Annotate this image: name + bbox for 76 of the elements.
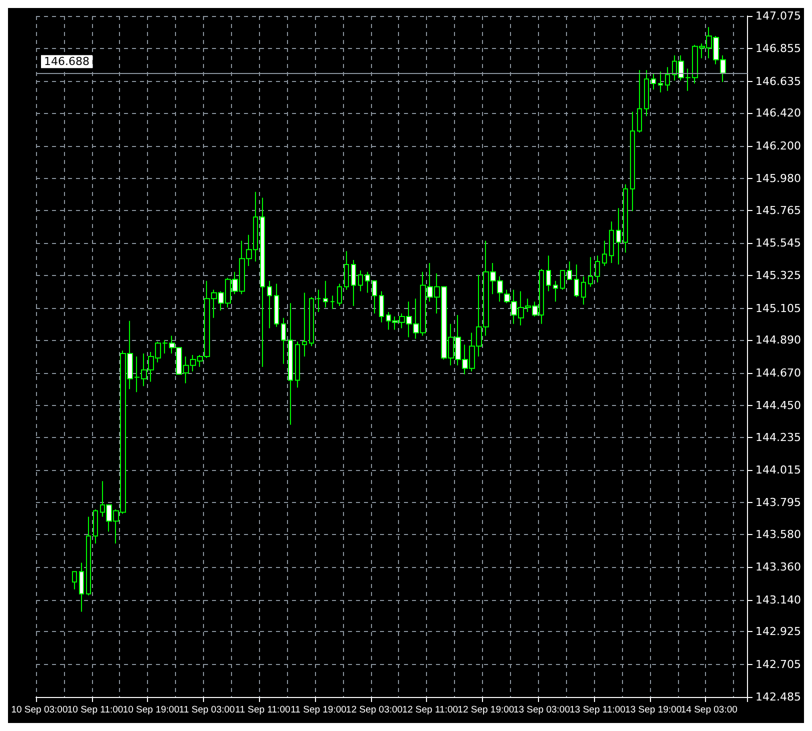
y-tick-label: 143.580 (756, 528, 802, 542)
candlestick (86, 516, 91, 596)
y-tick-label: 144.670 (756, 366, 802, 380)
y-tick-label: 146.635 (756, 74, 802, 88)
y-tick-label: 146.420 (756, 106, 802, 120)
x-tick-label: 13 Sep 03:00 (513, 704, 570, 716)
candlestick (72, 571, 77, 590)
x-tick-label: 12 Sep 19:00 (458, 704, 514, 716)
candlestick (302, 292, 307, 357)
candlestick (630, 111, 635, 212)
candlestick (588, 256, 593, 288)
y-tick-label: 142.925 (756, 625, 802, 638)
y-tick-label: 142.705 (756, 658, 802, 671)
candlestick (365, 271, 370, 294)
x-tick-label: 10 Sep 03:00 (11, 704, 68, 716)
candlestick (553, 280, 558, 302)
y-tick-label: 143.795 (756, 496, 802, 510)
y-tick-label: 143.360 (756, 560, 802, 574)
y-tick-label: 145.765 (756, 204, 802, 217)
x-tick-label: 13 Sep 11:00 (570, 704, 626, 716)
y-tick-label: 143.140 (756, 593, 802, 606)
candlestick (267, 280, 272, 329)
candlestick (281, 317, 286, 364)
x-tick-label: 10 Sep 19:00 (122, 704, 180, 716)
candlestick (274, 283, 279, 328)
candlestick (288, 302, 293, 426)
y-tick-label: 145.545 (756, 236, 802, 250)
candlestick (658, 71, 663, 93)
candlestick (337, 283, 342, 307)
x-tick-label: 14 Sep 03:00 (680, 704, 738, 716)
candlestick (351, 260, 356, 307)
x-tick-label: 10 Sep 11:00 (67, 704, 124, 716)
candlestick (567, 261, 572, 280)
candlestick (379, 290, 384, 323)
candlestick (644, 70, 649, 117)
candlestick (665, 66, 670, 92)
y-tick-label: 147.075 (756, 10, 802, 22)
candlestick (616, 208, 621, 266)
candlestick (546, 255, 551, 292)
candlestick (323, 280, 328, 308)
candlestick (574, 264, 579, 298)
y-tick-label: 145.325 (756, 269, 802, 282)
x-tick-label: 11 Sep 11:00 (235, 704, 290, 716)
candlestick (581, 276, 586, 306)
candlestick (595, 255, 600, 283)
candlestick (372, 280, 377, 314)
x-tick-label: 11 Sep 03:00 (178, 704, 235, 716)
candlestick (330, 295, 335, 310)
y-tick-label: 146.200 (756, 139, 802, 152)
y-tick-label: 144.235 (756, 430, 802, 444)
candlestick (93, 508, 98, 544)
y-tick-label: 142.485 (756, 690, 802, 704)
candlestick (637, 70, 642, 133)
candlestick (316, 289, 321, 312)
ref-line-label: 146.688 (44, 55, 90, 68)
y-tick-label: 144.450 (756, 398, 802, 412)
y-tick-label: 144.015 (756, 464, 802, 476)
candlestick (309, 296, 314, 347)
candlestick (609, 220, 614, 264)
y-tick-label: 146.855 (756, 42, 802, 56)
y-tick-label: 145.105 (756, 302, 802, 315)
candlestick (260, 197, 265, 368)
y-tick-label: 144.890 (756, 334, 802, 347)
candlestick (79, 562, 84, 612)
x-tick-label: 12 Sep 11:00 (402, 704, 458, 716)
candlestick (651, 72, 656, 90)
x-tick-label: 13 Sep 19:00 (625, 704, 682, 716)
candlestick (358, 270, 363, 292)
x-tick-label: 12 Sep 03:00 (346, 704, 403, 716)
candlestick (295, 341, 300, 388)
candlestick (602, 240, 607, 266)
candlestick (560, 270, 565, 290)
candlestick (623, 184, 628, 254)
x-tick-label: 11 Sep 19:00 (290, 704, 346, 716)
candlestick (344, 250, 349, 290)
y-tick-label: 145.980 (756, 172, 802, 185)
